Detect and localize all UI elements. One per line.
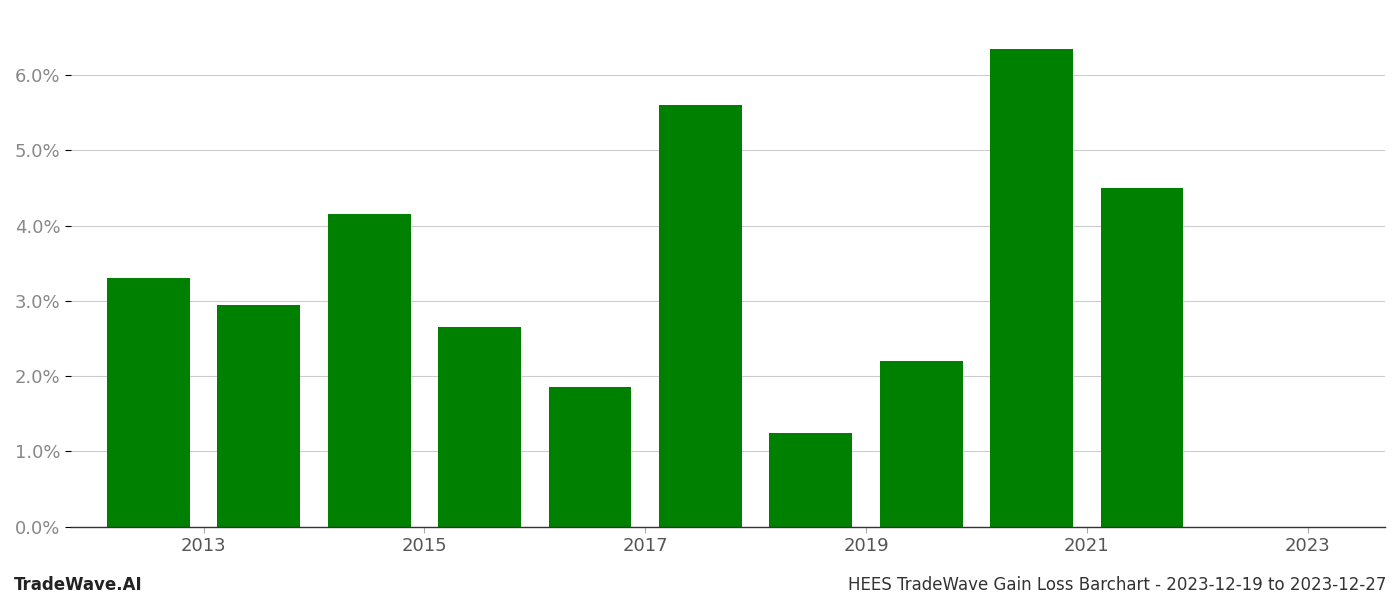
Bar — [438, 327, 521, 527]
Bar — [1100, 188, 1183, 527]
Bar — [879, 361, 963, 527]
Text: TradeWave.AI: TradeWave.AI — [14, 576, 143, 594]
Bar — [990, 49, 1072, 527]
Bar — [770, 433, 853, 527]
Bar — [106, 278, 190, 527]
Bar — [659, 105, 742, 527]
Bar — [328, 214, 410, 527]
Text: HEES TradeWave Gain Loss Barchart - 2023-12-19 to 2023-12-27: HEES TradeWave Gain Loss Barchart - 2023… — [847, 576, 1386, 594]
Bar — [217, 305, 300, 527]
Bar — [549, 388, 631, 527]
